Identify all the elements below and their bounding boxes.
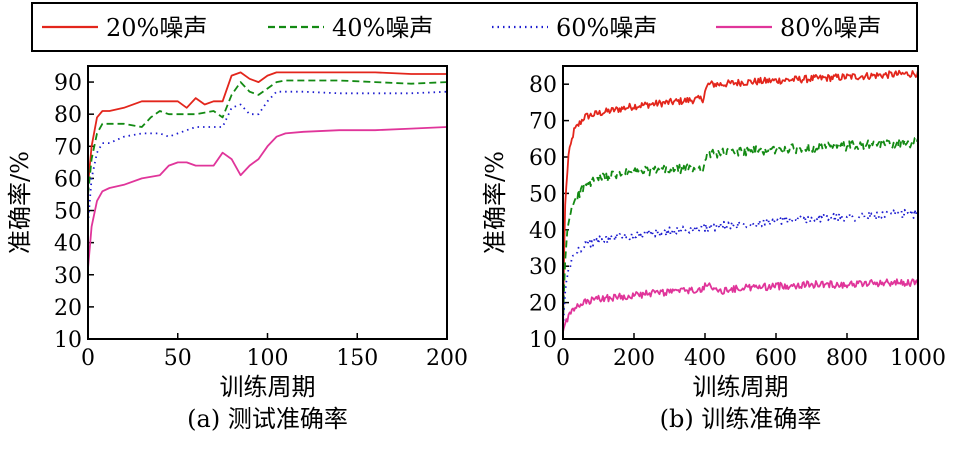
a-xtick-label: 50 (164, 346, 192, 371)
a-ytick-label: 80 (54, 103, 82, 128)
a-ytick-label: 70 (54, 135, 82, 160)
b-series-80%噪声 (562, 278, 919, 332)
chart-a-xlabel: 训练周期 (220, 373, 316, 401)
b-xtick-label: 600 (755, 346, 797, 371)
a-xtick-label: 0 (81, 346, 95, 371)
b-series-20%噪声 (562, 69, 919, 325)
a-series-40%噪声 (87, 79, 448, 195)
chart-b-plot-frame (562, 65, 919, 340)
chart-a-plot-frame (87, 65, 448, 340)
chart-b-title: (b) 训练准确率 (660, 405, 822, 433)
chart-a-ticks: 10 20 30 40 50 60 70 80 90 0 50 100 150 200 (54, 71, 468, 371)
b-series-60%噪声 (562, 208, 919, 332)
b-ytick-label: 70 (529, 110, 557, 135)
legend: 20%噪声 40%噪声 60%噪声 80%噪声 (31, 2, 918, 52)
a-xtick-label: 100 (247, 346, 289, 371)
chart-a-title: (a) 测试准确率 (187, 405, 348, 433)
a-series-60%噪声 (87, 90, 448, 224)
chart-b-ylabel: 准确率/% (481, 151, 509, 254)
chart-a-series (87, 71, 448, 269)
b-xtick-label: 1000 (890, 346, 946, 371)
legend-label-80: 80%噪声 (780, 14, 881, 42)
b-ytick-label: 50 (529, 182, 557, 207)
b-series-40%噪声 (562, 137, 919, 325)
chart-b-series (562, 69, 919, 332)
b-ytick-label: 80 (529, 73, 557, 98)
b-xtick-label: 0 (556, 346, 570, 371)
b-xtick-label: 800 (826, 346, 868, 371)
legend-label-20: 20%噪声 (106, 14, 207, 42)
chart-a-ylabel: 准确率/% (6, 151, 34, 254)
a-series-20%噪声 (87, 71, 447, 185)
a-ytick-label: 20 (54, 296, 82, 321)
a-xtick-label: 150 (336, 346, 378, 371)
a-ytick-label: 60 (54, 167, 82, 192)
a-ytick-label: 50 (54, 200, 82, 225)
legend-label-60: 60%噪声 (556, 14, 657, 42)
a-ytick-label: 10 (54, 328, 82, 353)
b-ytick-label: 40 (529, 219, 557, 244)
b-ytick-label: 10 (529, 328, 557, 353)
b-ytick-label: 20 (529, 292, 557, 317)
chart-b-xlabel: 训练周期 (693, 373, 789, 401)
legend-label-40: 40%噪声 (332, 14, 433, 42)
a-ytick-label: 40 (54, 232, 82, 257)
b-xtick-label: 400 (684, 346, 726, 371)
a-ytick-label: 30 (54, 264, 82, 289)
b-xtick-label: 200 (613, 346, 655, 371)
b-ytick-label: 60 (529, 146, 557, 171)
a-ytick-label: 90 (54, 71, 82, 96)
a-xtick-label: 200 (426, 346, 468, 371)
chart-a: 10 20 30 40 50 60 70 80 90 0 50 100 150 200 训练周期 准确率/… (6, 65, 468, 433)
b-ytick-label: 30 (529, 255, 557, 280)
a-series-80%噪声 (87, 126, 448, 269)
